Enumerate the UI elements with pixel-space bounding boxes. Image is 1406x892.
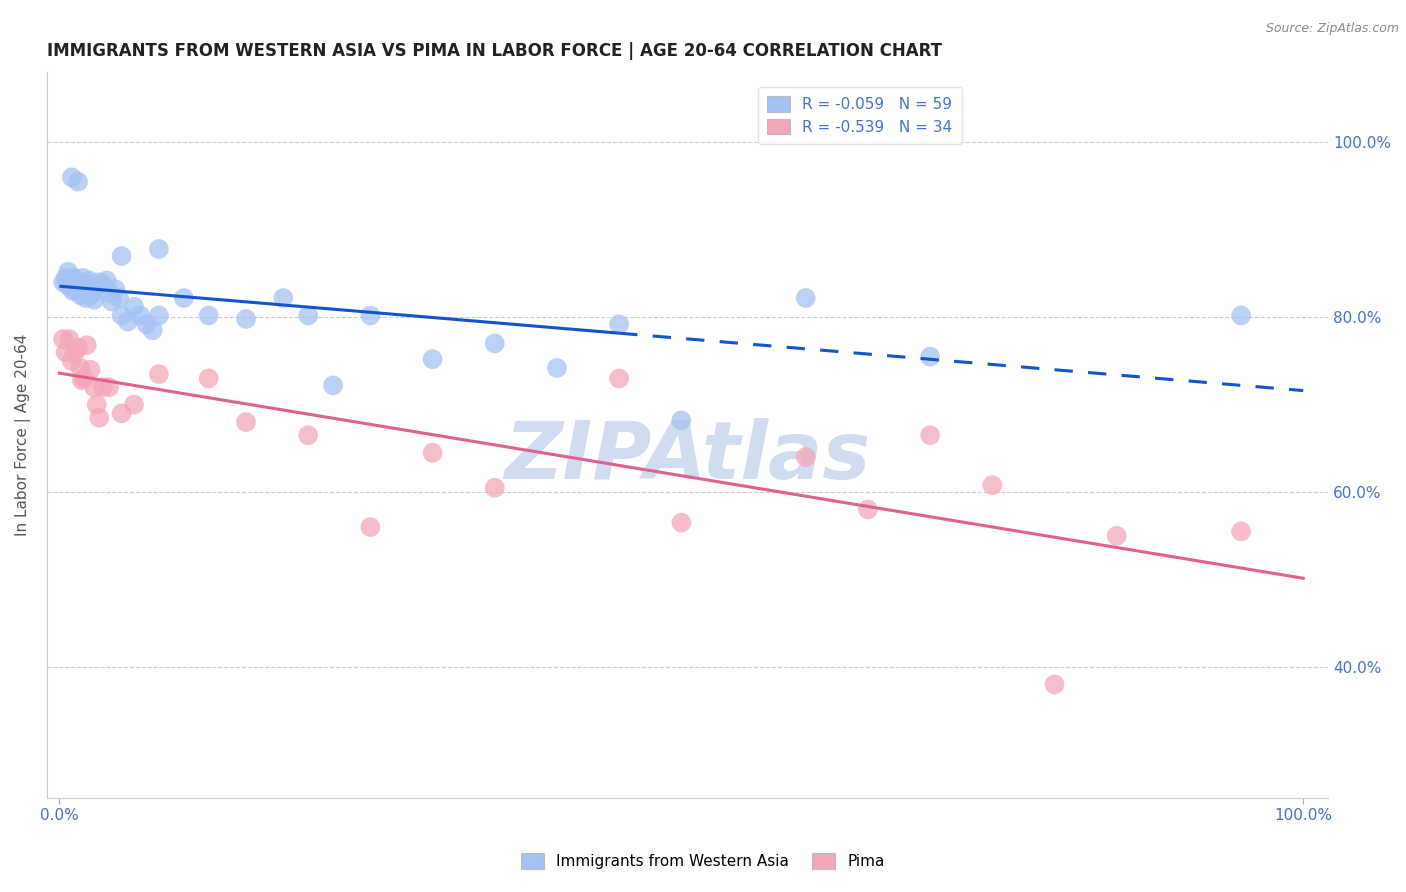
Point [148, 367, 170, 381]
Point [794, 450, 817, 464]
Point [59, 273, 82, 287]
Point [920, 428, 942, 442]
Point [86, 279, 108, 293]
Point [63, 271, 86, 285]
Point [794, 291, 817, 305]
Point [235, 312, 257, 326]
Point [104, 282, 127, 296]
Point [91, 380, 114, 394]
Point [484, 481, 506, 495]
Point [135, 317, 157, 331]
Point [1043, 677, 1066, 691]
Point [62, 284, 84, 298]
Point [110, 249, 132, 263]
Point [1230, 309, 1253, 323]
Point [69, 288, 91, 302]
Point [607, 371, 630, 385]
Point [297, 309, 319, 323]
Point [77, 273, 100, 287]
Point [1105, 529, 1128, 543]
Point [75, 291, 97, 305]
Point [142, 323, 165, 337]
Point [91, 277, 114, 291]
Text: IMMIGRANTS FROM WESTERN ASIA VS PIMA IN LABOR FORCE | AGE 20-64 CORRELATION CHAR: IMMIGRANTS FROM WESTERN ASIA VS PIMA IN … [46, 42, 942, 60]
Point [122, 300, 145, 314]
Point [98, 285, 121, 300]
Point [55, 345, 77, 359]
Point [55, 271, 77, 285]
Point [67, 279, 90, 293]
Point [60, 354, 83, 368]
Point [322, 378, 344, 392]
Point [70, 282, 93, 296]
Point [52, 275, 75, 289]
Point [63, 347, 86, 361]
Point [82, 285, 104, 300]
Legend: Immigrants from Western Asia, Pima: Immigrants from Western Asia, Pima [515, 847, 891, 875]
Point [108, 291, 131, 305]
Point [197, 309, 219, 323]
Point [56, 265, 79, 279]
Point [65, 282, 87, 296]
Point [83, 380, 105, 394]
Point [58, 332, 80, 346]
Point [98, 380, 121, 394]
Point [110, 406, 132, 420]
Point [671, 413, 693, 427]
Point [89, 275, 111, 289]
Point [66, 275, 89, 289]
Point [297, 428, 319, 442]
Point [920, 350, 942, 364]
Point [235, 415, 257, 429]
Point [67, 175, 90, 189]
Legend: R = -0.059   N = 59, R = -0.539   N = 34: R = -0.059 N = 59, R = -0.539 N = 34 [758, 87, 962, 144]
Point [271, 291, 294, 305]
Point [484, 336, 506, 351]
Point [359, 520, 381, 534]
Point [69, 360, 91, 375]
Point [122, 398, 145, 412]
Point [359, 309, 381, 323]
Point [197, 371, 219, 385]
Point [148, 309, 170, 323]
Point [70, 373, 93, 387]
Point [72, 271, 94, 285]
Point [89, 410, 111, 425]
Point [148, 242, 170, 256]
Point [1230, 524, 1253, 539]
Y-axis label: In Labor Force | Age 20-64: In Labor Force | Age 20-64 [15, 334, 31, 536]
Point [981, 478, 1004, 492]
Point [79, 362, 101, 376]
Point [76, 284, 98, 298]
Point [86, 398, 108, 412]
Point [422, 446, 444, 460]
Point [671, 516, 693, 530]
Point [100, 294, 122, 309]
Point [546, 360, 568, 375]
Point [77, 278, 100, 293]
Point [60, 277, 83, 291]
Point [56, 277, 79, 291]
Point [80, 279, 103, 293]
Point [73, 371, 96, 385]
Point [96, 273, 118, 287]
Text: ZIPAtlas: ZIPAtlas [505, 418, 870, 496]
Point [129, 309, 152, 323]
Point [422, 352, 444, 367]
Point [73, 277, 96, 291]
Point [52, 332, 75, 346]
Point [856, 502, 879, 516]
Point [607, 317, 630, 331]
Point [67, 341, 90, 355]
Point [117, 315, 139, 329]
Point [60, 170, 83, 185]
Point [67, 277, 90, 291]
Point [58, 279, 80, 293]
Point [76, 338, 98, 352]
Text: Source: ZipAtlas.com: Source: ZipAtlas.com [1265, 22, 1399, 36]
Point [110, 309, 132, 323]
Point [173, 291, 195, 305]
Point [83, 293, 105, 307]
Point [79, 288, 101, 302]
